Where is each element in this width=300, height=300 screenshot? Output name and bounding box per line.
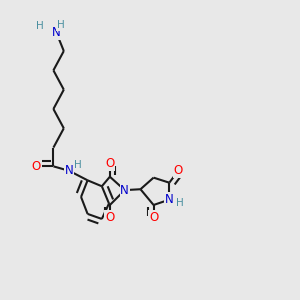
- Text: N: N: [52, 26, 61, 39]
- Text: O: O: [105, 158, 115, 170]
- Text: N: N: [65, 164, 74, 177]
- Text: O: O: [105, 211, 115, 224]
- Text: H: H: [74, 160, 82, 170]
- Text: N: N: [120, 184, 129, 196]
- Text: H: H: [57, 20, 65, 30]
- Text: H: H: [176, 199, 184, 208]
- Text: O: O: [174, 164, 183, 177]
- Text: O: O: [32, 160, 41, 173]
- Text: O: O: [149, 211, 158, 224]
- Text: H: H: [36, 21, 44, 31]
- Text: N: N: [165, 193, 174, 206]
